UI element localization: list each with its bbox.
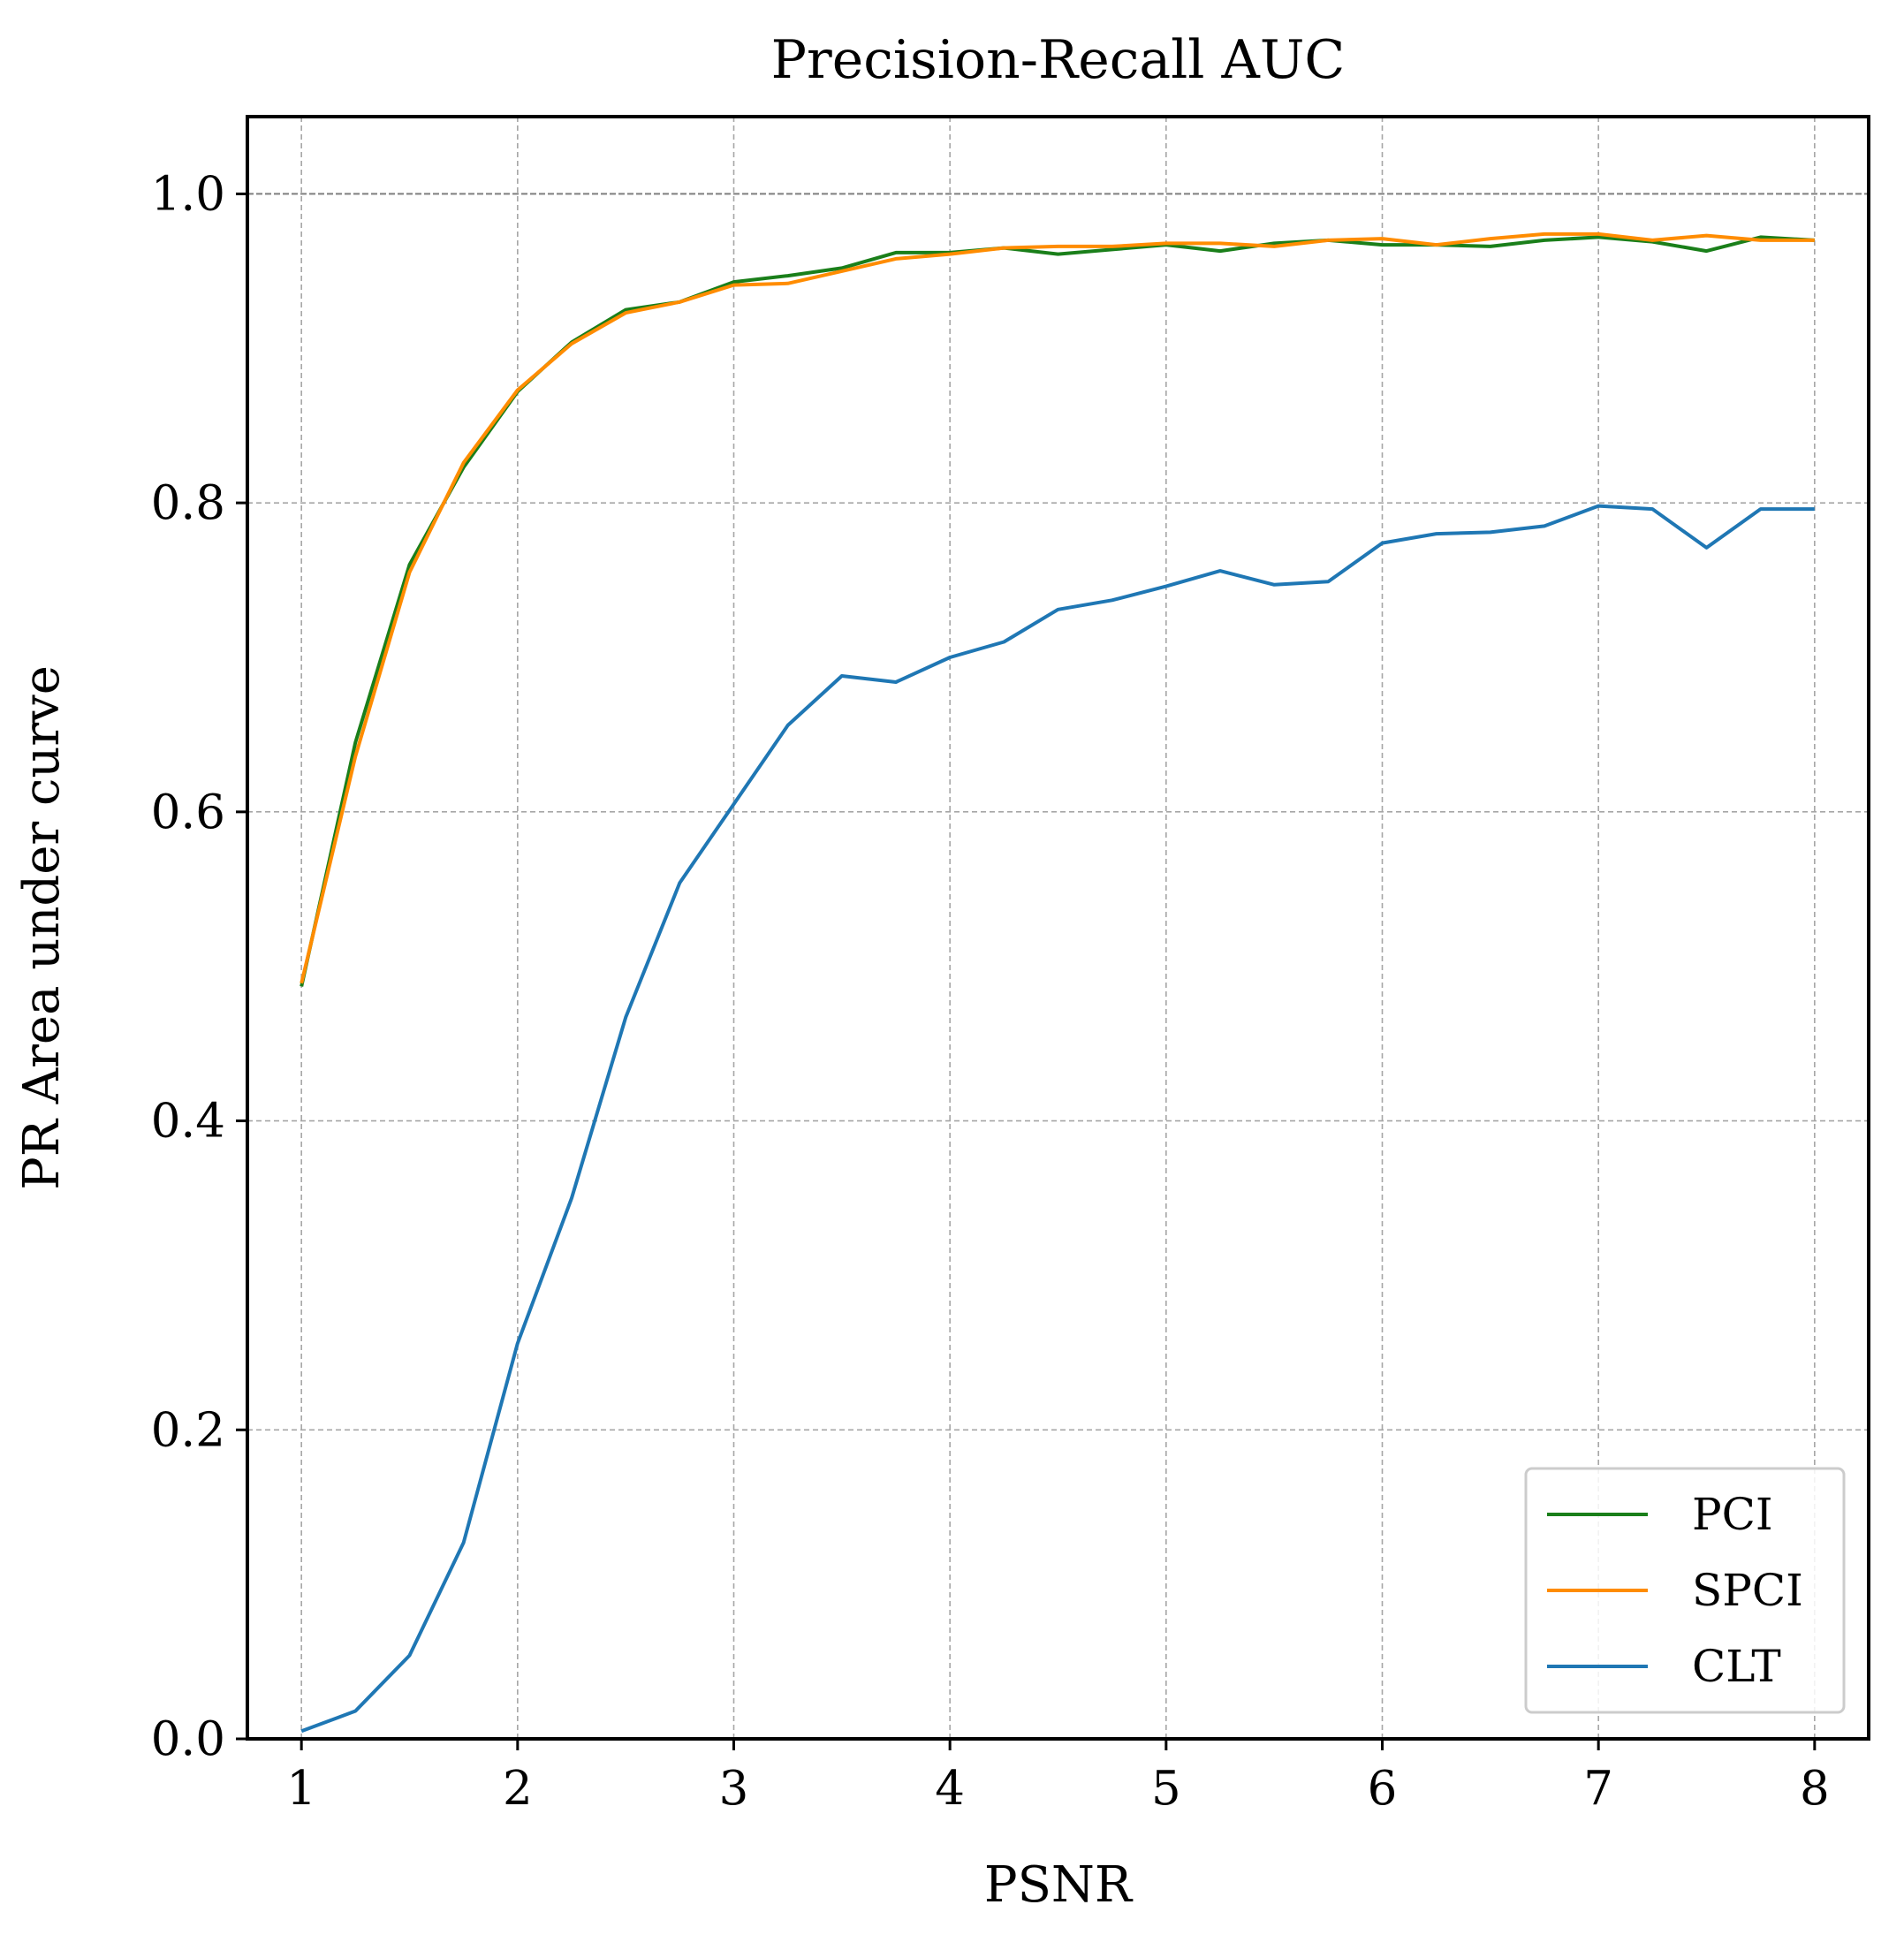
legend-box — [1524, 1467, 1846, 1714]
y-tick-label: 0.4 — [151, 1095, 225, 1149]
x-tick-label: 7 — [1583, 1762, 1613, 1816]
legend-label-spci: SPCI — [1692, 1565, 1803, 1616]
legend-label-clt: CLT — [1692, 1641, 1781, 1692]
x-tick-label: 8 — [1800, 1762, 1830, 1816]
legend: PCI SPCI CLT — [1524, 1467, 1846, 1714]
y-tick-label: 0.0 — [151, 1712, 225, 1766]
chart-title: Precision-Recall AUC — [771, 29, 1346, 91]
x-tick-label: 1 — [286, 1762, 316, 1816]
y-axis-label: PR Area under curve — [13, 665, 71, 1190]
axis-ticks: 1 2 3 4 5 6 7 8 0.0 0.2 0.4 0.6 0.8 1.0 — [151, 167, 1830, 1816]
x-tick-label: 2 — [503, 1762, 533, 1816]
x-tick-label: 6 — [1368, 1762, 1398, 1816]
series-layer — [300, 231, 1815, 1734]
x-tick-label: 3 — [719, 1762, 749, 1816]
series-line-clt — [300, 504, 1815, 1734]
series-line-spci — [300, 231, 1815, 984]
x-tick-label: 5 — [1151, 1762, 1181, 1816]
x-axis-label: PSNR — [984, 1856, 1134, 1914]
y-tick-label: 0.2 — [151, 1403, 225, 1457]
y-tick-label: 0.6 — [151, 785, 225, 839]
plot-frame — [246, 115, 1870, 1741]
y-tick-label: 0.8 — [151, 476, 225, 530]
x-tick-label: 4 — [935, 1762, 965, 1816]
y-tick-label: 1.0 — [151, 167, 225, 221]
legend-label-pci: PCI — [1692, 1489, 1773, 1540]
